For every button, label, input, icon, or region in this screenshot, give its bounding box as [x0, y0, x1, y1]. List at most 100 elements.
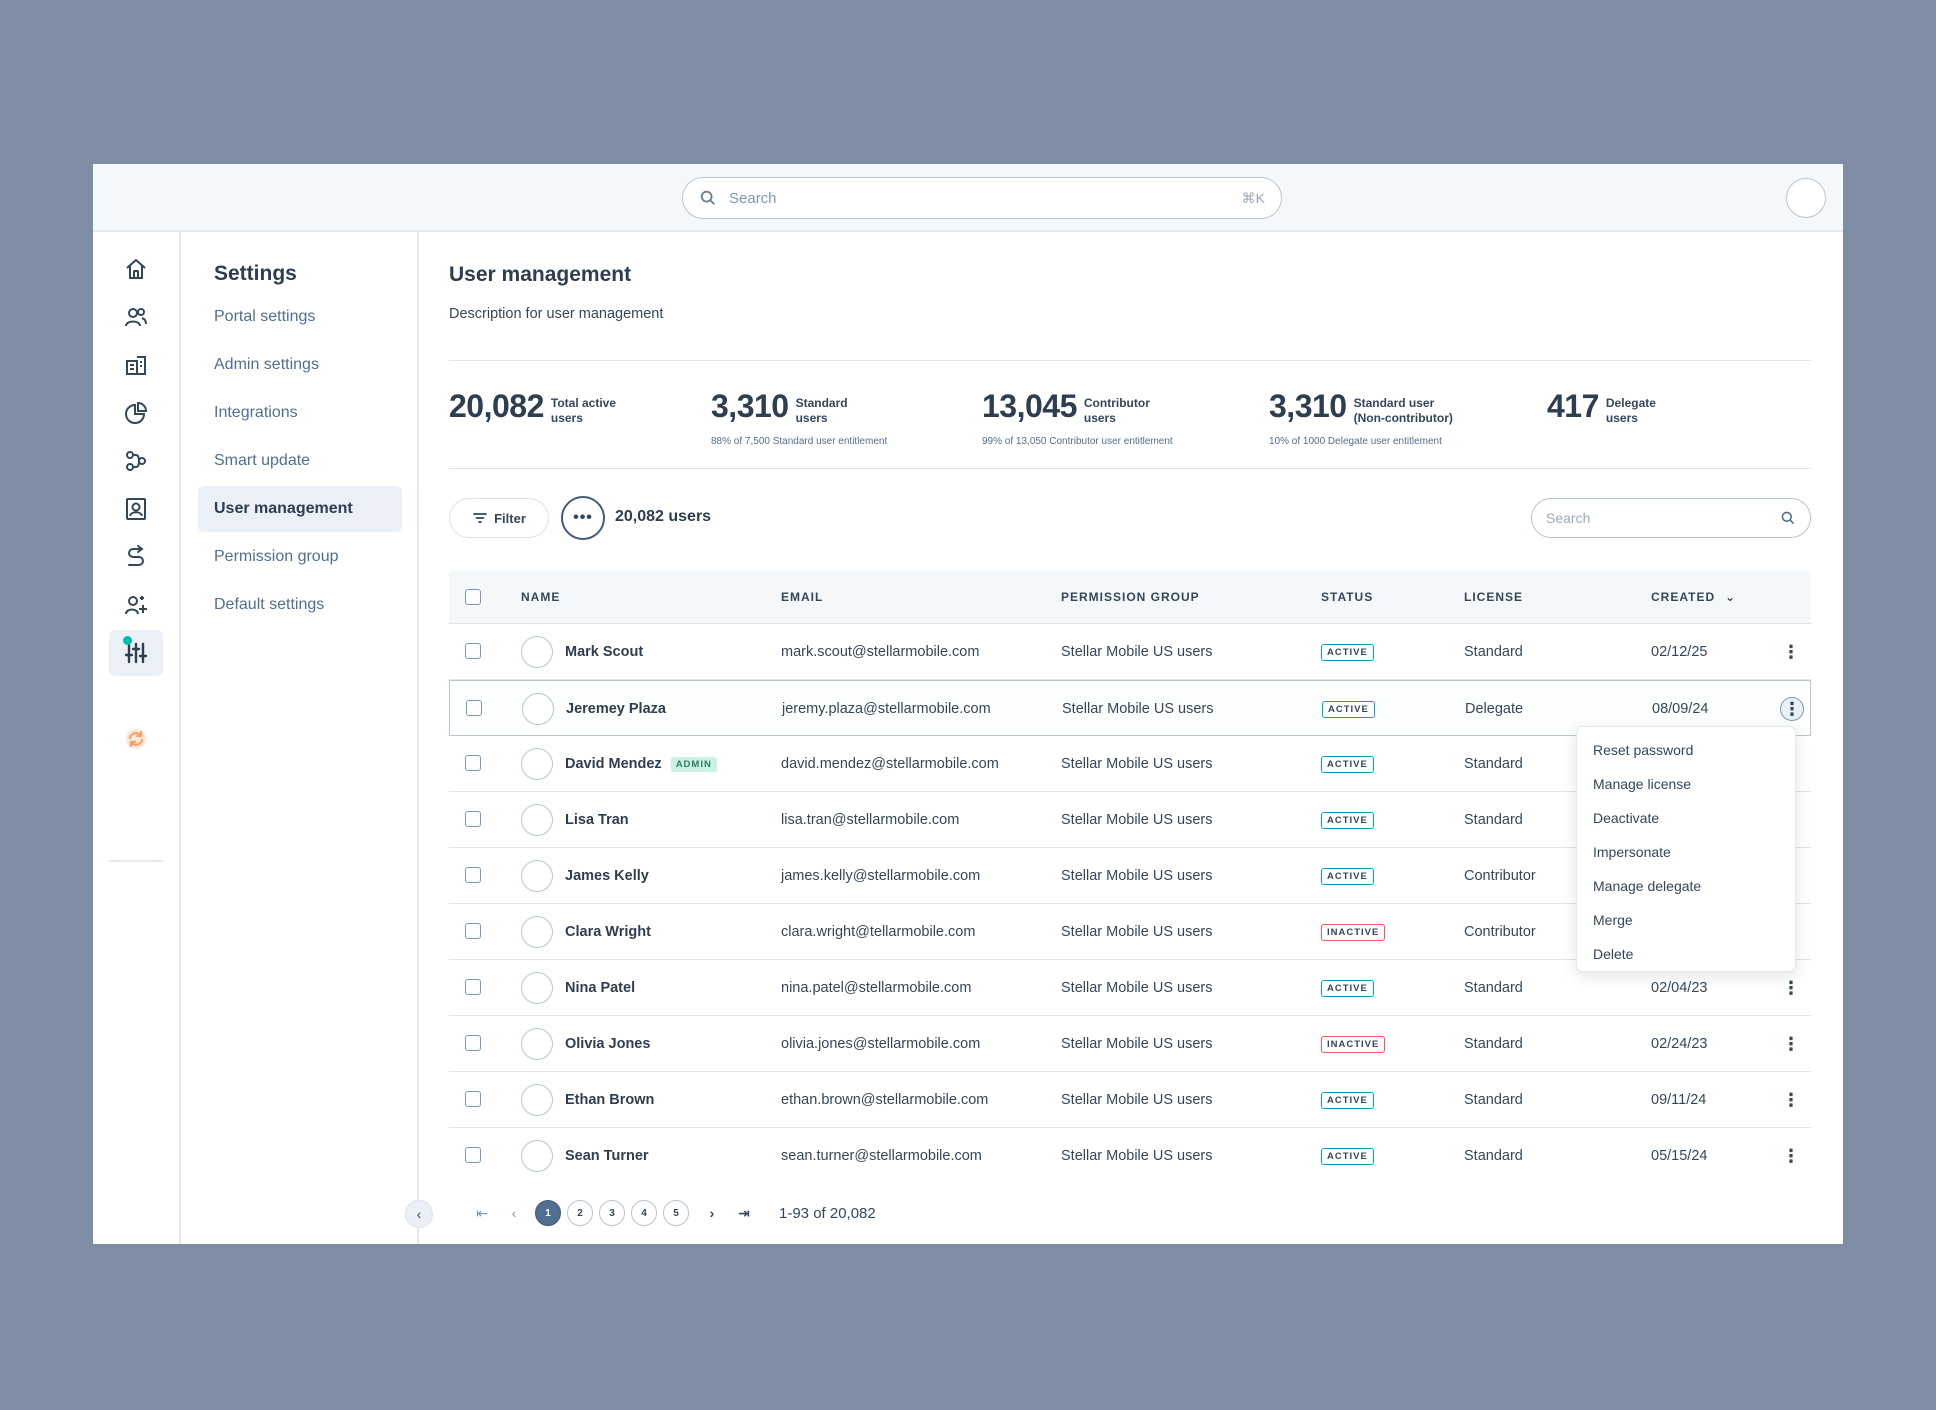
- user-status: INACTIVE: [1321, 904, 1386, 960]
- user-name[interactable]: David Mendez ADMIN: [565, 736, 717, 792]
- stat-delegate: 417 Delegate users: [1547, 388, 1656, 426]
- column-header-created[interactable]: CREATED ⌄: [1651, 590, 1737, 604]
- table-search-input[interactable]: Search: [1531, 498, 1811, 538]
- avatar: [521, 748, 553, 780]
- user-created: 09/11/24: [1651, 1092, 1707, 1108]
- user-email: nina.patel@stellarmobile.com: [781, 980, 972, 996]
- settings-item-default-settings[interactable]: Default settings: [214, 596, 325, 613]
- menu-item-merge[interactable]: Merge: [1593, 912, 1633, 928]
- last-page-icon[interactable]: ⇥: [738, 1204, 750, 1221]
- more-actions-button[interactable]: •••: [561, 496, 605, 540]
- search-shortcut: ⌘K: [1241, 189, 1265, 206]
- settings-item-integrations[interactable]: Integrations: [214, 404, 298, 421]
- row-checkbox[interactable]: [466, 700, 482, 716]
- first-page-icon[interactable]: ⇤: [476, 1204, 488, 1221]
- row-actions-button[interactable]: ⋮: [1779, 1088, 1803, 1112]
- avatar: [521, 1140, 553, 1172]
- row-actions-button[interactable]: ⋮: [1779, 1032, 1803, 1056]
- collapse-sidebar-button[interactable]: ‹: [405, 1200, 433, 1228]
- status-badge: ACTIVE: [1321, 755, 1374, 773]
- row-checkbox[interactable]: [465, 1147, 481, 1163]
- stat-label: Contributor users: [1083, 396, 1150, 425]
- table-row[interactable]: Ethan Brown ethan.brown@stellarmobile.com…: [449, 1072, 1811, 1128]
- row-checkbox[interactable]: [465, 979, 481, 995]
- table-row[interactable]: Jeremey Plaza jeremy.plaza@stellarmobile.…: [449, 680, 1811, 736]
- row-actions-button[interactable]: ⋮: [1780, 697, 1804, 721]
- page-button-1[interactable]: 1: [535, 1200, 561, 1226]
- menu-item-manage-delegate[interactable]: Manage delegate: [1593, 878, 1702, 894]
- filter-button[interactable]: Filter: [449, 498, 549, 538]
- contact-card-icon[interactable]: [109, 486, 163, 532]
- sales-icon[interactable]: [109, 534, 163, 580]
- companies-icon[interactable]: [109, 342, 163, 388]
- menu-item-manage-license[interactable]: Manage license: [1593, 776, 1692, 792]
- global-search-placeholder: Search: [729, 189, 777, 207]
- page-button-5[interactable]: 5: [663, 1200, 689, 1226]
- settings-item-portal-settings[interactable]: Portal settings: [214, 308, 316, 325]
- home-icon[interactable]: [109, 246, 163, 292]
- vertical-ellipsis-icon: ⋮: [1783, 699, 1801, 719]
- user-name[interactable]: Mark Scout: [565, 644, 644, 660]
- menu-item-reset-password[interactable]: Reset password: [1593, 742, 1694, 758]
- column-header-license[interactable]: LICENSE: [1464, 590, 1524, 604]
- row-actions-button[interactable]: ⋮: [1779, 1144, 1803, 1168]
- table-row[interactable]: Sean Turner sean.turner@stellarmobile.com…: [449, 1128, 1811, 1184]
- settings-item-admin-settings[interactable]: Admin settings: [214, 356, 319, 373]
- next-page-icon[interactable]: ›: [709, 1205, 715, 1221]
- menu-item-impersonate[interactable]: Impersonate: [1593, 844, 1671, 860]
- row-checkbox[interactable]: [465, 1091, 481, 1107]
- row-checkbox[interactable]: [465, 1035, 481, 1051]
- user-name[interactable]: Lisa Tran: [565, 812, 629, 828]
- user-name[interactable]: Clara Wright: [565, 924, 651, 940]
- menu-item-delete[interactable]: Delete: [1593, 946, 1634, 962]
- user-created: 02/12/25: [1651, 644, 1708, 660]
- user-permission-group: Stellar Mobile US users: [1062, 701, 1214, 717]
- account-avatar[interactable]: [1786, 178, 1826, 218]
- stat-label: Delegate users: [1605, 396, 1656, 425]
- user-status: INACTIVE: [1321, 1016, 1386, 1072]
- user-name[interactable]: James Kelly: [565, 868, 649, 884]
- settings-sliders-icon[interactable]: [109, 630, 163, 676]
- settings-item-user-management[interactable]: User management: [198, 486, 402, 532]
- contacts-icon[interactable]: [109, 294, 163, 340]
- user-spark-icon[interactable]: [109, 582, 163, 628]
- user-name[interactable]: Ethan Brown: [565, 1092, 655, 1108]
- filter-label: Filter: [494, 510, 526, 526]
- global-search-input[interactable]: Search ⌘K: [682, 177, 1282, 219]
- row-actions-button[interactable]: ⋮: [1779, 976, 1803, 1000]
- user-name[interactable]: Nina Patel: [565, 980, 636, 996]
- user-status: ACTIVE: [1321, 1128, 1374, 1184]
- menu-item-deactivate[interactable]: Deactivate: [1593, 810, 1660, 826]
- user-name[interactable]: Sean Turner: [565, 1148, 649, 1164]
- table-row[interactable]: Olivia Jones olivia.jones@stellarmobile.c…: [449, 1016, 1811, 1072]
- stat-label: Total active users: [550, 396, 617, 425]
- page-button-2[interactable]: 2: [567, 1200, 593, 1226]
- column-header-status[interactable]: STATUS: [1321, 590, 1374, 604]
- row-checkbox[interactable]: [465, 811, 481, 827]
- automation-icon[interactable]: [109, 438, 163, 484]
- row-checkbox[interactable]: [465, 755, 481, 771]
- column-header-email[interactable]: EMAIL: [781, 590, 824, 604]
- stat-value: 3,310: [711, 388, 789, 424]
- settings-item-permission-group[interactable]: Permission group: [214, 548, 339, 565]
- row-actions-button[interactable]: ⋮: [1779, 640, 1803, 664]
- table-row[interactable]: Mark Scout mark.scout@stellarmobile.com St…: [449, 624, 1811, 680]
- user-license: Delegate: [1465, 701, 1524, 717]
- row-checkbox[interactable]: [465, 923, 481, 939]
- reports-icon[interactable]: [109, 390, 163, 436]
- row-checkbox[interactable]: [465, 867, 481, 883]
- row-checkbox[interactable]: [465, 643, 481, 659]
- user-status: ACTIVE: [1321, 792, 1374, 848]
- user-name[interactable]: Olivia Jones: [565, 1036, 651, 1052]
- settings-item-smart-update[interactable]: Smart update: [214, 452, 311, 469]
- column-header-name[interactable]: NAME: [521, 590, 561, 604]
- column-header-permission-group[interactable]: PERMISSION GROUP: [1061, 590, 1200, 604]
- status-badge: ACTIVE: [1322, 700, 1375, 718]
- user-name[interactable]: Jeremey Plaza: [566, 701, 666, 717]
- page-description: Description for user management: [449, 306, 664, 322]
- page-button-3[interactable]: 3: [599, 1200, 625, 1226]
- sync-icon[interactable]: [109, 716, 163, 762]
- prev-page-icon[interactable]: ‹: [511, 1205, 517, 1221]
- page-button-4[interactable]: 4: [631, 1200, 657, 1226]
- select-all-checkbox[interactable]: [465, 589, 481, 605]
